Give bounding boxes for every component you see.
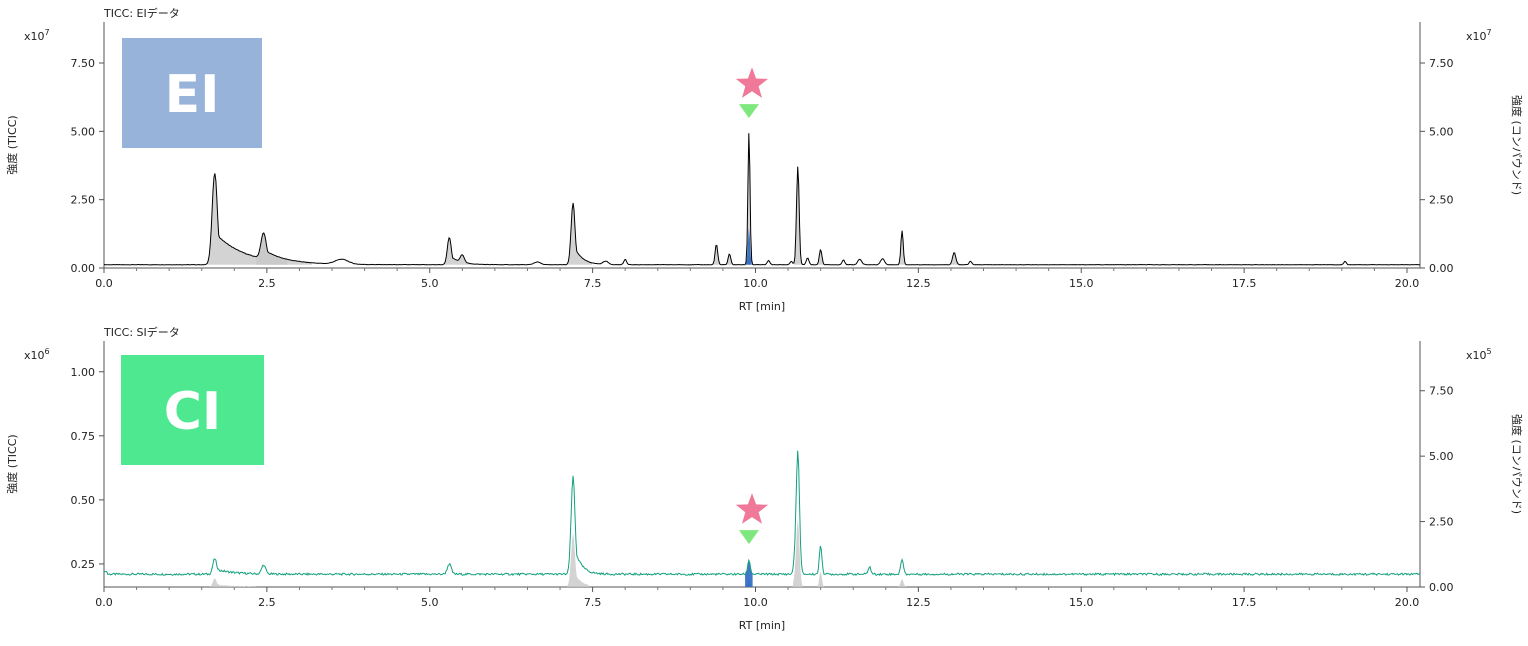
- x-tick-label: 7.5: [584, 277, 602, 290]
- peak-area: [713, 245, 720, 265]
- x-axis-title: RT [min]: [739, 619, 785, 632]
- peak-area: [793, 519, 803, 587]
- chart-panel-0: TICC: EIデータ 0.0 2.5 5.0 7.5 10.0 12.5 15.0 17.5 2…: [5, 6, 1524, 313]
- y-tick-label-right: 7.50: [1429, 57, 1454, 70]
- y-tick-label-left: 5.00: [71, 125, 96, 138]
- x-tick-label: 12.5: [906, 277, 931, 290]
- y-axis-title-right: 強度 (コンパウンド): [1510, 95, 1524, 195]
- y-axis-title-left: 強度 (TICC): [5, 115, 19, 174]
- x-tick-label: 15.0: [1069, 277, 1094, 290]
- x-tick-label: 17.5: [1232, 596, 1257, 609]
- y-tick-label-left: 0.25: [71, 558, 96, 571]
- star-marker: [735, 493, 769, 524]
- y-tick-label-left: 0.50: [71, 494, 96, 507]
- badge-label: CI: [164, 382, 222, 442]
- peak-area: [256, 233, 312, 265]
- y-tick-label-right: 0.00: [1429, 262, 1454, 275]
- y-tick-label-right: 7.50: [1429, 385, 1454, 398]
- x-axis-title: RT [min]: [739, 300, 785, 313]
- x-tick-label: 0.0: [95, 277, 113, 290]
- scale-exp-right: 7: [1487, 28, 1492, 37]
- badge-label: EI: [165, 65, 220, 125]
- peak-area: [209, 578, 256, 587]
- y-tick-label-right: 0.00: [1429, 581, 1454, 594]
- chart-title: TICC: SIデータ: [103, 325, 180, 339]
- series-line: [104, 450, 1421, 577]
- y-axis-title-left: 強度 (TICC): [5, 434, 19, 493]
- x-tick-label: 20.0: [1395, 277, 1420, 290]
- y-axis-title-right: 強度 (コンパウンド): [1510, 414, 1524, 514]
- star-marker: [735, 67, 769, 98]
- peak-area: [950, 252, 959, 265]
- triangle-marker: [738, 104, 759, 119]
- chart-title: TICC: EIデータ: [103, 6, 180, 20]
- scale-exp-left: 7: [45, 28, 50, 37]
- scale-label-left: x106: [24, 347, 50, 362]
- scale-exp-left: 6: [45, 347, 50, 356]
- scale-exp-right: 5: [1487, 347, 1492, 356]
- peak-area: [817, 571, 825, 587]
- x-tick-label: 7.5: [584, 596, 602, 609]
- y-tick-label-right: 2.50: [1429, 516, 1454, 529]
- peak-area: [899, 230, 905, 265]
- x-tick-label: 10.0: [743, 596, 768, 609]
- peak-area: [898, 578, 906, 587]
- y-tick-label-left: 7.50: [71, 57, 96, 70]
- x-tick-label: 17.5: [1232, 277, 1257, 290]
- x-tick-label: 20.0: [1395, 596, 1420, 609]
- badge-box: [122, 38, 262, 148]
- x-tick-label: 2.5: [258, 596, 276, 609]
- y-tick-label-left: 2.50: [71, 194, 96, 207]
- x-tick-label: 15.0: [1069, 596, 1094, 609]
- x-tick-label: 5.0: [421, 277, 439, 290]
- y-tick-label-left: 0.75: [71, 430, 96, 443]
- x-tick-label: 0.0: [95, 596, 113, 609]
- target-peak-area: [745, 560, 753, 587]
- badge-box: [121, 355, 264, 465]
- y-tick-label-right: 5.00: [1429, 125, 1454, 138]
- peak-area: [567, 532, 590, 587]
- peak-area: [567, 203, 592, 265]
- peak-area: [207, 173, 288, 265]
- scale-label-right: x107: [1466, 28, 1492, 43]
- x-tick-label: 5.0: [421, 596, 439, 609]
- series-line: [103, 133, 1421, 266]
- peak-fill-group: [207, 133, 959, 265]
- scale-label-right: x105: [1466, 347, 1492, 362]
- y-tick-label-left: 0.00: [71, 262, 96, 275]
- chart-panel-1: TICC: SIデータ 0.0 2.5 5.0 7.5 10.0 12.5 15.0 17.5 2…: [5, 325, 1524, 632]
- x-tick-label: 12.5: [906, 596, 931, 609]
- scale-label-left: x107: [24, 28, 50, 43]
- y-tick-label-right: 2.50: [1429, 194, 1454, 207]
- peak-area: [444, 237, 474, 265]
- target-peak-area: [746, 227, 752, 265]
- triangle-marker: [738, 530, 759, 545]
- x-tick-label: 10.0: [743, 277, 768, 290]
- y-tick-label-left: 1.00: [71, 366, 96, 379]
- x-tick-label: 2.5: [258, 277, 276, 290]
- y-tick-label-right: 5.00: [1429, 450, 1454, 463]
- peak-fill-group: [209, 519, 906, 587]
